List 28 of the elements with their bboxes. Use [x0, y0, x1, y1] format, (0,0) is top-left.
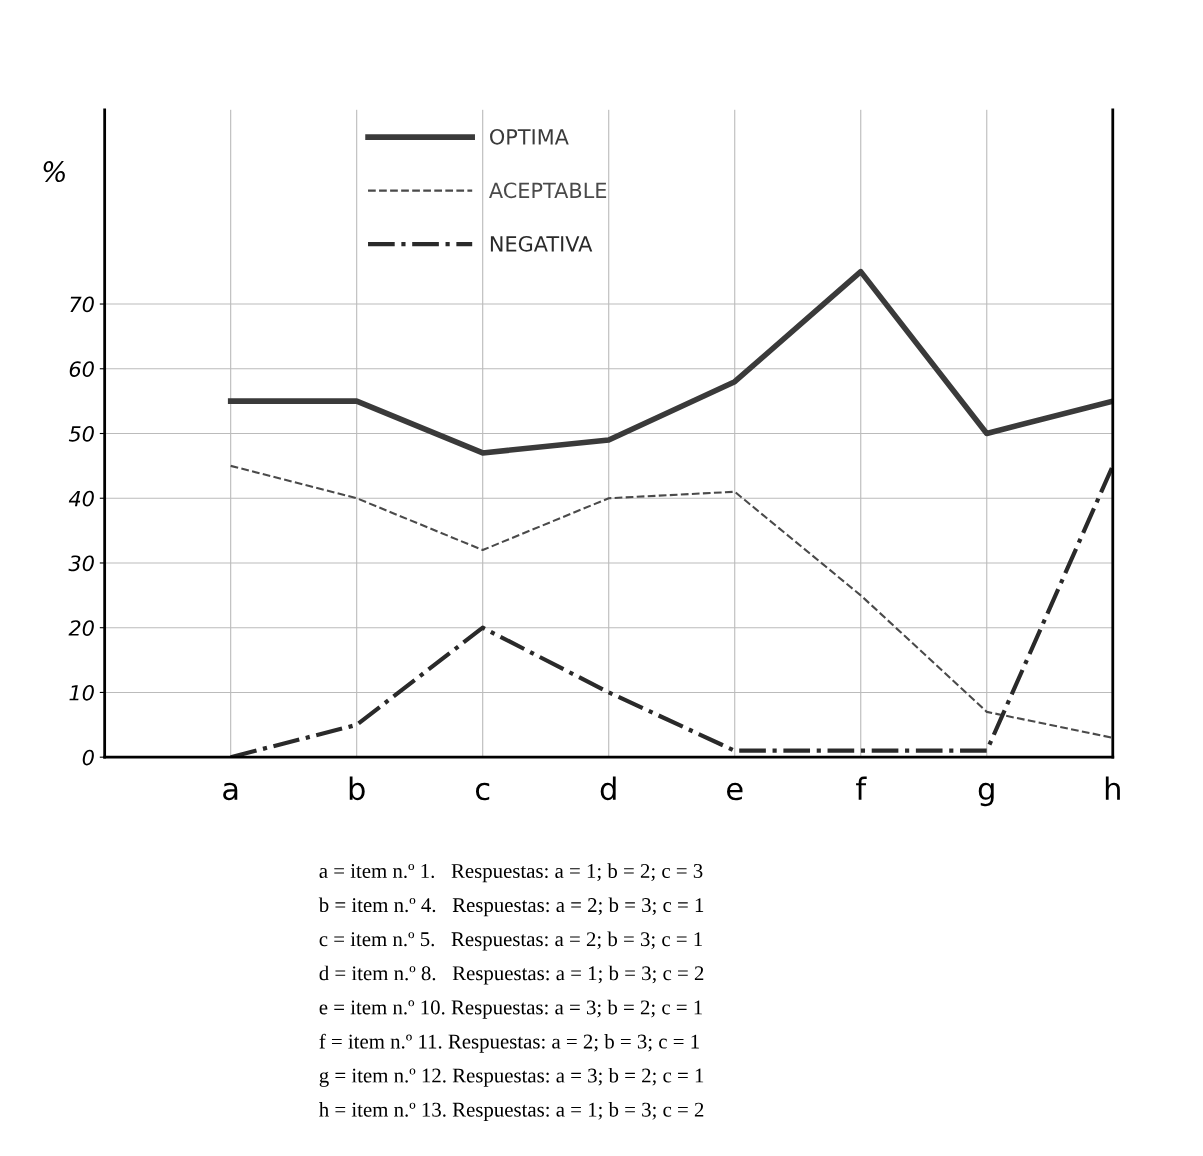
text: f = item n.º 11. Respuestas: a = 2; b = 3; c = 1	[319, 1033, 699, 1053]
y-tick-label: 60	[69, 361, 94, 377]
y-tick-label: 50	[68, 425, 94, 442]
text: a = item n.º 1. Respuestas: a = 1; b = 2; c = 3	[319, 863, 703, 883]
y-tick-label: 30	[68, 555, 94, 572]
x-tick-label: h	[1105, 776, 1120, 800]
text: OPTIMA	[490, 128, 569, 145]
y-tick-label: 20	[68, 620, 94, 636]
y-tick-label: 70	[70, 296, 94, 313]
x-tick-label: c	[475, 782, 490, 801]
text: ACEPTABLE	[489, 182, 607, 199]
x-tick-label: b	[349, 776, 365, 801]
text: b = item n.º 4. Respuestas: a = 2; b = 3; c = 1	[318, 897, 704, 917]
text: NEGATIVA	[490, 235, 593, 252]
x-tick-label: g	[978, 782, 994, 807]
x-tick-label: a	[223, 782, 238, 801]
y-tick-label: 10	[69, 684, 94, 701]
text: h = item n.º 13. Respuestas: a = 1; b = 3; c = 2	[319, 1102, 704, 1121]
y-axis-title: %	[43, 161, 65, 183]
text: c = item n.º 5. Respuestas: a = 2; b = 3; c = 1	[319, 931, 702, 951]
y-tick-label: 40	[68, 490, 94, 507]
text: d = item n.º 8. Respuestas: a = 1; b = 3; c = 2	[319, 965, 704, 985]
x-tick-label: e	[727, 782, 743, 801]
y-tick-label: 0	[82, 749, 94, 766]
text: g = item n.º 12. Respuestas: a = 3; b = 2; c = 1	[319, 1067, 704, 1087]
x-tick-label: f	[856, 776, 867, 800]
text: e = item n.º 10. Respuestas: a = 3; b = 2; c = 1	[319, 999, 702, 1019]
x-tick-label: d	[600, 776, 616, 801]
